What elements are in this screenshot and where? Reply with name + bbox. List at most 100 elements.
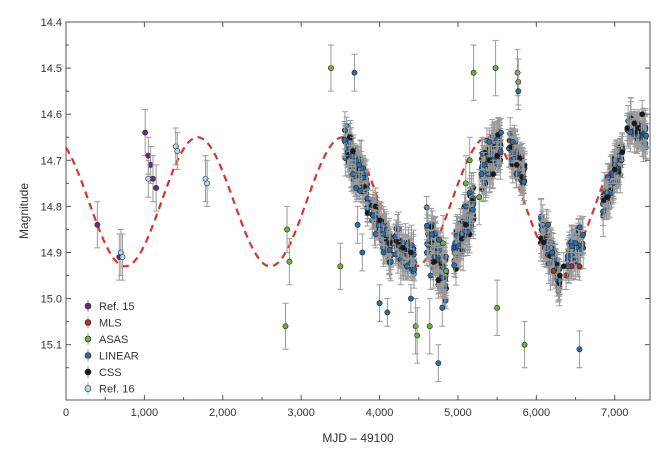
series-asas-point xyxy=(476,194,483,201)
series-asas-point xyxy=(286,258,293,265)
series-linear-point xyxy=(359,249,366,256)
legend-label: Ref. 15 xyxy=(99,301,134,313)
series-css-point xyxy=(408,249,414,256)
cluster-point xyxy=(424,222,430,229)
series-css-point xyxy=(376,217,383,224)
y-tick-label: 14.8 xyxy=(41,201,62,213)
cluster-point xyxy=(545,260,552,267)
legend-label: Ref. 16 xyxy=(99,384,134,396)
cluster-point xyxy=(521,178,527,185)
series-asas-point xyxy=(494,304,501,311)
cluster-point xyxy=(464,228,471,235)
cluster-point xyxy=(411,266,418,273)
series-css-point xyxy=(490,171,497,178)
y-tick-label: 14.5 xyxy=(41,63,62,75)
cluster-point xyxy=(341,136,348,143)
series-css-point xyxy=(462,221,469,228)
legend-marker xyxy=(84,368,92,376)
cluster-point xyxy=(609,172,616,179)
cluster-point xyxy=(568,243,575,250)
series-css-point xyxy=(631,120,638,127)
plot-frame xyxy=(65,21,651,401)
series-mls-point xyxy=(576,263,583,270)
series-linear-point xyxy=(515,88,522,95)
data-points-layer xyxy=(94,39,650,383)
legend-marker xyxy=(84,302,92,310)
series-css-point xyxy=(400,244,406,251)
series-asas-point xyxy=(466,157,473,164)
y-tick-label: 15.1 xyxy=(41,340,62,352)
series-asas-point xyxy=(470,69,477,76)
cluster-point xyxy=(428,231,435,238)
cluster-point xyxy=(375,222,382,229)
y-tick-label: 15.0 xyxy=(41,294,62,306)
series-asas-point xyxy=(443,268,450,274)
cluster-point xyxy=(507,130,514,137)
series-css-point xyxy=(431,258,438,265)
y-tick-label: 14.7 xyxy=(41,155,62,167)
cluster-point xyxy=(408,242,415,249)
series-css-point xyxy=(435,277,442,284)
series-asas-point xyxy=(328,65,334,71)
x-tick-label: 6,000 xyxy=(523,407,551,419)
series-ref-16-point xyxy=(174,148,181,154)
series-linear-point xyxy=(353,185,359,191)
series-css-point xyxy=(494,152,501,159)
plot-border xyxy=(65,21,651,401)
x-tick-label: 7,000 xyxy=(601,407,629,419)
series-linear-point xyxy=(408,295,414,302)
series-ref-16-point xyxy=(145,175,152,182)
series-linear-point xyxy=(572,240,579,247)
series-asas-point xyxy=(337,263,344,270)
legend-marker xyxy=(84,319,92,326)
cluster-point xyxy=(497,148,504,155)
legend-marker xyxy=(84,335,92,343)
legend-label: CSS xyxy=(99,367,122,379)
y-tick-label: 14.6 xyxy=(41,109,62,121)
y-tick-label: 14.9 xyxy=(41,247,62,259)
series-ref-16-point xyxy=(119,254,126,260)
series-css-point xyxy=(556,272,563,279)
cluster-point xyxy=(643,132,649,139)
series-linear-point xyxy=(435,360,442,367)
series-linear-point xyxy=(351,69,358,76)
x-tick-label: 4,000 xyxy=(366,407,394,419)
series-css-point xyxy=(513,162,520,168)
series-asas-point xyxy=(521,341,528,348)
series-css-point xyxy=(611,166,618,173)
cluster-point xyxy=(627,129,634,136)
legend-label: LINEAR xyxy=(99,351,139,363)
cluster-point xyxy=(387,258,394,265)
cluster-point xyxy=(481,161,487,168)
cluster-point xyxy=(361,183,367,190)
series-ref-15-point xyxy=(94,221,101,228)
cluster-point xyxy=(610,179,617,186)
x-tick-label: 5,000 xyxy=(444,407,472,419)
series-asas-point xyxy=(414,332,421,339)
series-ref-15-point xyxy=(153,185,160,191)
x-tick-label: 2,000 xyxy=(209,407,237,419)
legend-marker xyxy=(84,385,92,392)
series-mls-point xyxy=(550,268,557,274)
x-tick-label: 1,000 xyxy=(131,407,159,419)
cluster-point xyxy=(604,174,611,181)
cluster-point xyxy=(435,236,442,243)
series-linear-point xyxy=(439,304,446,311)
x-axis-title: MJD – 49100 xyxy=(322,431,394,445)
cluster-point xyxy=(357,187,363,194)
x-tick-label: 3,000 xyxy=(287,407,315,419)
cluster-point xyxy=(386,246,393,253)
series-linear-point xyxy=(376,300,383,307)
series-linear-point xyxy=(576,346,583,353)
series-css-point xyxy=(560,263,567,270)
y-axis-title: Magnitude xyxy=(17,183,31,239)
series-css-point xyxy=(603,194,610,201)
series-linear-point xyxy=(354,221,361,228)
x-tick-label: 0 xyxy=(63,407,69,419)
cluster-point xyxy=(353,157,359,164)
series-linear-point xyxy=(356,162,363,168)
series-linear-point xyxy=(549,249,555,256)
series-ref-15-point xyxy=(142,129,149,136)
cluster-point xyxy=(395,239,401,245)
